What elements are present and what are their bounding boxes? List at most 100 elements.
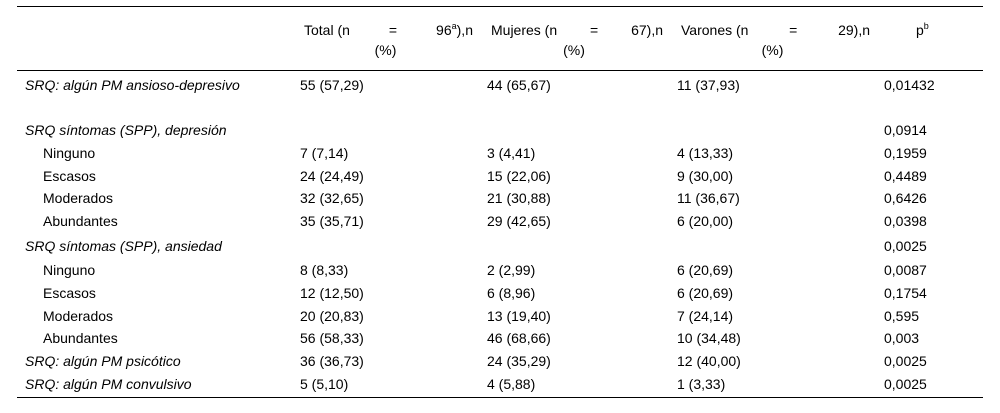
cell-varones: 4 (13,33) bbox=[677, 144, 734, 161]
cell-mujeres: 13 (19,40) bbox=[487, 307, 551, 324]
cell-mujeres bbox=[479, 120, 669, 143]
cell-mujeres: 21 (30,88) bbox=[487, 190, 551, 207]
table-row: Escasos 12 (12,50) 6 (8,96) 6 (20,69) 0,… bbox=[17, 283, 983, 306]
header-mujeres-pct: (%) bbox=[563, 42, 585, 58]
cell-varones: 6 (20,69) bbox=[677, 261, 734, 278]
cell-total: 5 (5,10) bbox=[300, 375, 349, 392]
cell-total bbox=[292, 120, 479, 143]
cell-total: 32 (32,65) bbox=[300, 190, 364, 207]
cell-total bbox=[292, 234, 479, 260]
cell-p: 0,0398 bbox=[884, 213, 927, 230]
header-empty bbox=[17, 7, 292, 71]
row-label: SRQ: algún PM psicótico bbox=[25, 353, 181, 370]
row-label: Abundantes bbox=[43, 330, 118, 347]
cell-mujeres: 6 (8,96) bbox=[487, 284, 536, 301]
header-varones-prefix: Varones (n bbox=[681, 22, 749, 38]
cell-p: 0,595 bbox=[884, 307, 920, 324]
cell-mujeres: 15 (22,06) bbox=[487, 167, 551, 184]
cell-total: 7 (7,14) bbox=[300, 144, 349, 161]
header-total: Total (n = 96a),n (%) bbox=[292, 7, 479, 71]
cell-mujeres: 3 (4,41) bbox=[487, 144, 536, 161]
cell-total: 20 (20,83) bbox=[300, 307, 364, 324]
table-header-row: Total (n = 96a),n (%) Mujeres (n = 67),n… bbox=[17, 6, 983, 71]
header-total-suffix: ),n bbox=[456, 22, 473, 38]
cell-varones: 9 (30,00) bbox=[677, 167, 734, 184]
row-label: SRQ síntomas (SPP), ansiedad bbox=[25, 237, 222, 254]
header-p-base: p bbox=[916, 22, 924, 38]
cell-p: 0,1754 bbox=[884, 284, 927, 301]
cell-total: 12 (12,50) bbox=[300, 284, 364, 301]
table-row: SRQ síntomas (SPP), depresión 0,0914 bbox=[17, 120, 983, 143]
header-p-sup: b bbox=[923, 21, 929, 31]
row-label: SRQ síntomas (SPP), depresión bbox=[25, 122, 227, 138]
cell-total: 55 (57,29) bbox=[300, 77, 364, 93]
cell-p: 0,0025 bbox=[884, 375, 927, 392]
cell-p: 0,0087 bbox=[884, 261, 927, 278]
cell-p: 0,003 bbox=[884, 330, 920, 347]
row-label: SRQ: algún PM convulsivo bbox=[25, 375, 192, 392]
header-varones-eq: = bbox=[789, 22, 798, 38]
table-row: Abundantes 56 (58,33) 46 (68,66) 10 (34,… bbox=[17, 328, 983, 351]
header-total-prefix: Total (n bbox=[304, 22, 350, 38]
cell-mujeres: 44 (65,67) bbox=[487, 77, 551, 93]
cell-mujeres: 4 (5,88) bbox=[487, 375, 536, 392]
cell-varones: 6 (20,00) bbox=[677, 213, 734, 230]
results-table: Total (n = 96a),n (%) Mujeres (n = 67),n… bbox=[17, 6, 983, 398]
row-label: Escasos bbox=[43, 167, 96, 184]
table-row: SRQ: algún PM ansioso-depresivo 55 (57,2… bbox=[17, 71, 983, 121]
cell-total: 35 (35,71) bbox=[300, 213, 364, 230]
row-label: Ninguno bbox=[43, 144, 96, 161]
cell-p: 0,1959 bbox=[884, 144, 927, 161]
cell-total: 24 (24,49) bbox=[300, 167, 364, 184]
row-label: Abundantes bbox=[43, 213, 118, 230]
cell-varones bbox=[669, 234, 876, 260]
cell-varones: 12 (40,00) bbox=[677, 353, 741, 370]
cell-varones: 11 (37,93) bbox=[677, 77, 740, 93]
table-row: SRQ síntomas (SPP), ansiedad 0,0025 bbox=[17, 234, 983, 260]
header-total-n: 96 bbox=[436, 22, 452, 38]
row-label: Moderados bbox=[43, 307, 114, 324]
cell-varones: 7 (24,14) bbox=[677, 307, 734, 324]
table-row: Escasos 24 (24,49) 15 (22,06) 9 (30,00) … bbox=[17, 166, 983, 189]
cell-p: 0,0914 bbox=[884, 122, 927, 138]
cell-mujeres: 29 (42,65) bbox=[487, 213, 551, 230]
cell-p: 0,4489 bbox=[884, 167, 927, 184]
table-row: Ninguno 8 (8,33) 2 (2,99) 6 (20,69) 0,00… bbox=[17, 260, 983, 283]
row-label: Escasos bbox=[43, 284, 96, 301]
cell-varones: 6 (20,69) bbox=[677, 284, 734, 301]
cell-p: 0,6426 bbox=[884, 190, 927, 207]
header-mujeres-eq: = bbox=[590, 22, 599, 38]
cell-total: 36 (36,73) bbox=[300, 353, 364, 370]
row-label: SRQ: algún PM ansioso-depresivo bbox=[25, 77, 240, 93]
cell-varones bbox=[669, 120, 876, 143]
header-varones: Varones (n = 29),n (%) bbox=[669, 7, 876, 71]
table-row: Ninguno 7 (7,14) 3 (4,41) 4 (13,33) 0,19… bbox=[17, 143, 983, 166]
cell-total: 8 (8,33) bbox=[300, 261, 349, 278]
header-total-sup: a bbox=[451, 21, 457, 31]
cell-p: 0,01432 bbox=[884, 77, 935, 93]
table-row: SRQ: algún PM psicótico 36 (36,73) 24 (3… bbox=[17, 351, 983, 374]
header-varones-pct: (%) bbox=[761, 42, 784, 58]
cell-mujeres bbox=[479, 234, 669, 260]
header-total-eq: = bbox=[388, 22, 398, 38]
cell-p: 0,0025 bbox=[884, 237, 927, 254]
row-label: Moderados bbox=[43, 190, 114, 207]
cell-varones: 10 (34,48) bbox=[677, 330, 741, 347]
cell-mujeres: 24 (35,29) bbox=[487, 353, 551, 370]
table-row: Abundantes 35 (35,71) 29 (42,65) 6 (20,0… bbox=[17, 211, 983, 234]
header-p: pb bbox=[876, 7, 983, 71]
header-total-pct: (%) bbox=[374, 42, 397, 58]
cell-varones: 11 (36,67) bbox=[677, 190, 740, 207]
cell-total: 56 (58,33) bbox=[300, 330, 364, 347]
header-mujeres: Mujeres (n = 67),n (%) bbox=[479, 7, 669, 71]
table-container: Total (n = 96a),n (%) Mujeres (n = 67),n… bbox=[17, 0, 997, 398]
header-mujeres-n: 67),n bbox=[631, 22, 663, 38]
table-row: Moderados 20 (20,83) 13 (19,40) 7 (24,14… bbox=[17, 306, 983, 329]
cell-mujeres: 46 (68,66) bbox=[487, 330, 551, 347]
table-row: Moderados 32 (32,65) 21 (30,88) 11 (36,6… bbox=[17, 188, 983, 211]
row-label: Ninguno bbox=[43, 261, 96, 278]
header-varones-n: 29),n bbox=[838, 22, 870, 38]
table-row: SRQ: algún PM convulsivo 5 (5,10) 4 (5,8… bbox=[17, 374, 983, 398]
cell-p: 0,0025 bbox=[884, 353, 927, 370]
cell-mujeres: 2 (2,99) bbox=[487, 261, 536, 278]
